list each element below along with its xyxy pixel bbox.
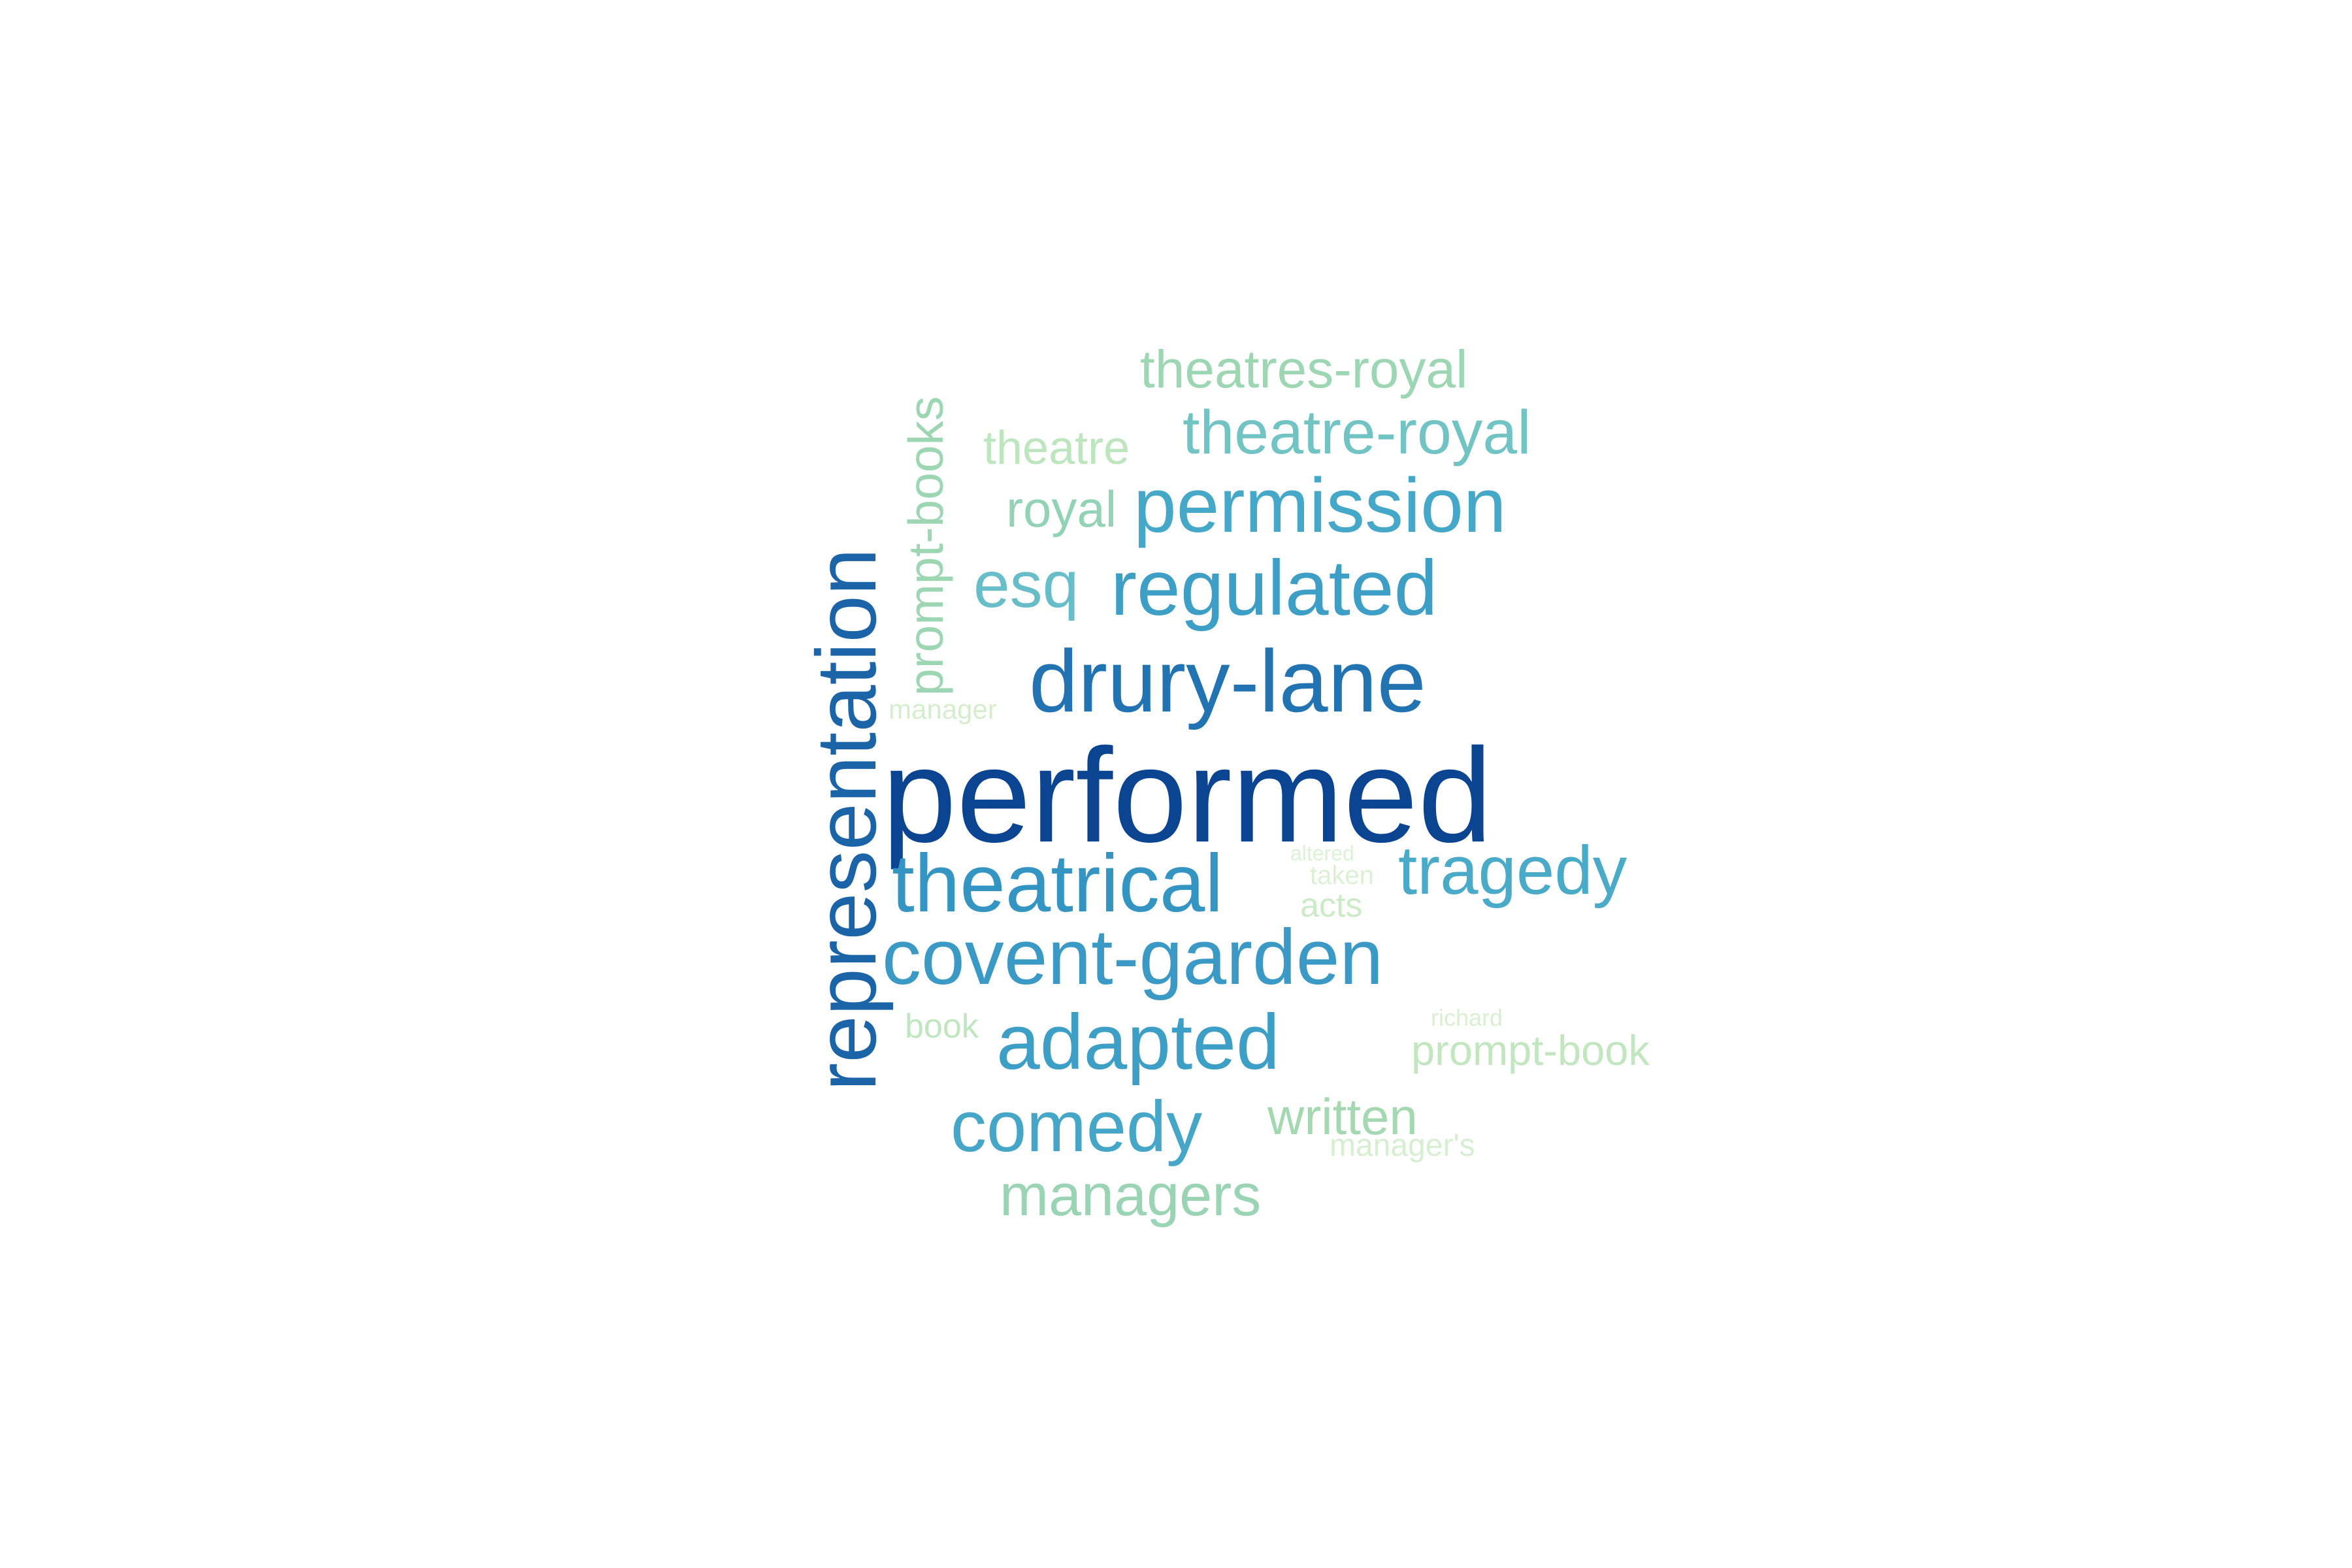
word-acts: acts bbox=[1300, 887, 1363, 924]
word-theatres-royal: theatres-royal bbox=[1140, 340, 1468, 399]
word-richard: richard bbox=[1431, 1004, 1503, 1031]
word-adapted: adapted bbox=[996, 998, 1280, 1086]
word-taken: taken bbox=[1310, 861, 1374, 890]
word-prompt-book: prompt-book bbox=[1411, 1026, 1650, 1074]
word-permission: permission bbox=[1134, 463, 1507, 549]
word-managers: managers bbox=[1000, 1163, 1262, 1228]
word-esq: esq bbox=[973, 548, 1079, 621]
word-altered: altered bbox=[1290, 841, 1354, 865]
word-theatrical: theatrical bbox=[892, 838, 1224, 929]
word-prompt-books: prompt-books bbox=[898, 396, 953, 696]
word-representation: representation bbox=[798, 547, 894, 1091]
word-theatre: theatre bbox=[983, 422, 1130, 474]
word-drury-lane: drury-lane bbox=[1029, 632, 1426, 730]
word-book: book bbox=[905, 1007, 979, 1045]
word-royal: royal bbox=[1006, 480, 1117, 538]
word-comedy: comedy bbox=[951, 1086, 1203, 1167]
word-covent-garden: covent-garden bbox=[882, 913, 1384, 1001]
word-managers-possessive: manager's bbox=[1330, 1128, 1475, 1163]
word-theatre-royal: theatre-royal bbox=[1183, 398, 1531, 467]
word-regulated: regulated bbox=[1111, 544, 1438, 632]
word-manager: manager bbox=[889, 694, 997, 725]
word-written: written bbox=[1267, 1088, 1418, 1145]
word-performed: performed bbox=[882, 721, 1493, 870]
word-tragedy: tragedy bbox=[1398, 832, 1627, 909]
